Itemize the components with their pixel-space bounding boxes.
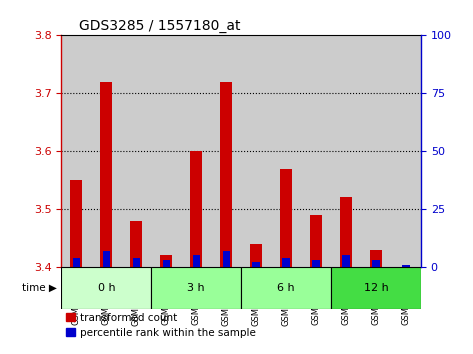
Bar (331, 267, 421, 309)
Bar (361, 35, 391, 267)
Text: 6 h: 6 h (277, 283, 295, 293)
Bar (301, 35, 331, 267)
Bar (163, 260, 170, 267)
Bar (222, 251, 230, 267)
Bar (151, 267, 241, 309)
Bar (70, 180, 82, 267)
Bar (190, 151, 202, 267)
Bar (103, 251, 110, 267)
Bar (312, 260, 320, 267)
Text: 3 h: 3 h (187, 283, 205, 293)
Bar (271, 35, 301, 267)
Bar (340, 198, 352, 267)
Bar (342, 255, 350, 267)
Text: 12 h: 12 h (364, 283, 388, 293)
Bar (370, 250, 382, 267)
Bar (331, 35, 361, 267)
Text: GDS3285 / 1557180_at: GDS3285 / 1557180_at (79, 19, 241, 33)
Bar (220, 82, 232, 267)
Bar (61, 267, 151, 309)
Bar (122, 35, 151, 267)
Bar (241, 267, 331, 309)
Text: time ▶: time ▶ (22, 283, 57, 293)
Bar (151, 35, 181, 267)
Bar (181, 35, 211, 267)
Bar (310, 215, 322, 267)
Text: 0 h: 0 h (97, 283, 115, 293)
Bar (253, 262, 260, 267)
Bar (160, 255, 172, 267)
Bar (91, 35, 122, 267)
Bar (131, 221, 142, 267)
Bar (61, 35, 91, 267)
Bar (193, 255, 200, 267)
Bar (282, 258, 290, 267)
Bar (73, 258, 80, 267)
Bar (391, 35, 421, 267)
Bar (211, 35, 241, 267)
Bar (280, 169, 292, 267)
Bar (372, 260, 380, 267)
Bar (100, 82, 113, 267)
Bar (402, 265, 410, 267)
Bar (132, 258, 140, 267)
Legend: transformed count, percentile rank within the sample: transformed count, percentile rank withi… (61, 309, 260, 342)
Bar (250, 244, 262, 267)
Bar (241, 35, 271, 267)
